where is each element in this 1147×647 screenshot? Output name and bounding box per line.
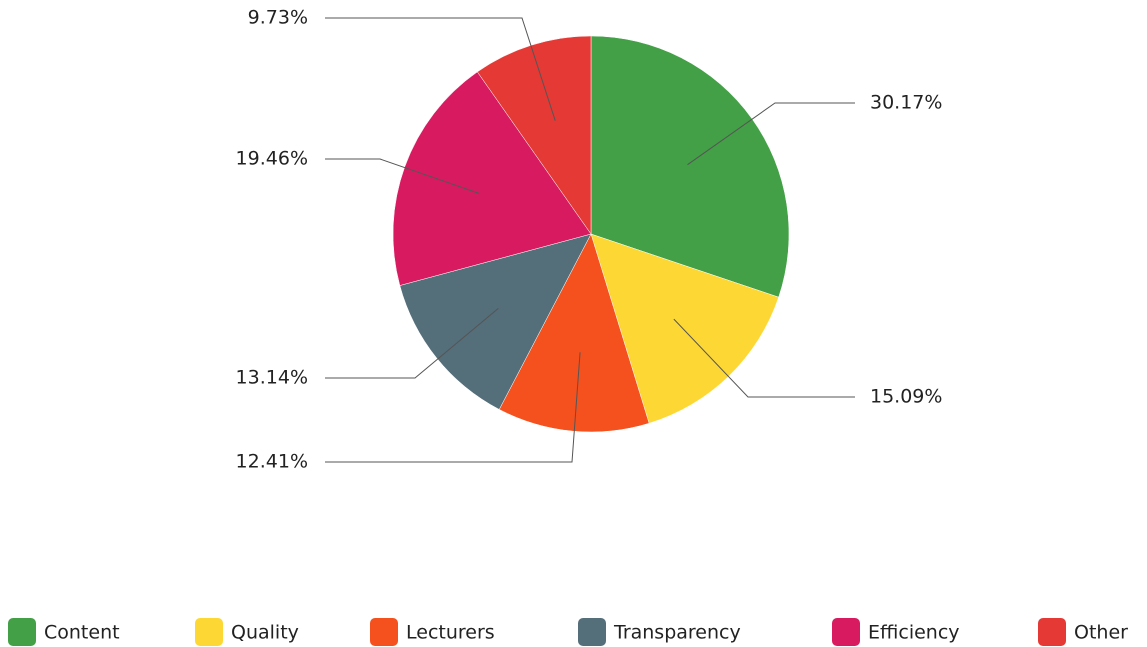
legend-label: Transparency	[613, 622, 741, 644]
data-label: 12.41%	[236, 451, 308, 473]
data-label: 9.73%	[248, 7, 308, 29]
leader-line	[325, 352, 581, 463]
legend-swatch	[578, 618, 606, 646]
pie-slice	[392, 71, 592, 286]
data-label: 30.17%	[870, 92, 942, 114]
legend-label: Quality	[231, 622, 299, 644]
legend-swatch	[195, 618, 223, 646]
leader-line	[325, 307, 499, 379]
pie-slice	[590, 35, 790, 298]
pie-slice	[498, 233, 650, 433]
leader-line	[673, 318, 855, 398]
pie-slice	[399, 233, 592, 410]
legend-label: Lecturers	[406, 622, 495, 644]
data-label: 19.46%	[236, 148, 308, 170]
legend-swatch	[8, 618, 36, 646]
data-label: 15.09%	[870, 386, 942, 408]
legend-label: Content	[44, 622, 120, 644]
leader-line	[687, 102, 855, 166]
data-label: 13.14%	[236, 367, 308, 389]
pie-slice	[477, 35, 592, 235]
legend-swatch	[370, 618, 398, 646]
leader-line	[325, 158, 480, 194]
legend-label: Efficiency	[868, 622, 960, 644]
legend-swatch	[1038, 618, 1066, 646]
leader-line	[325, 17, 556, 121]
legend-label: Other	[1074, 622, 1128, 644]
legend-swatch	[832, 618, 860, 646]
pie-slice	[590, 233, 779, 424]
